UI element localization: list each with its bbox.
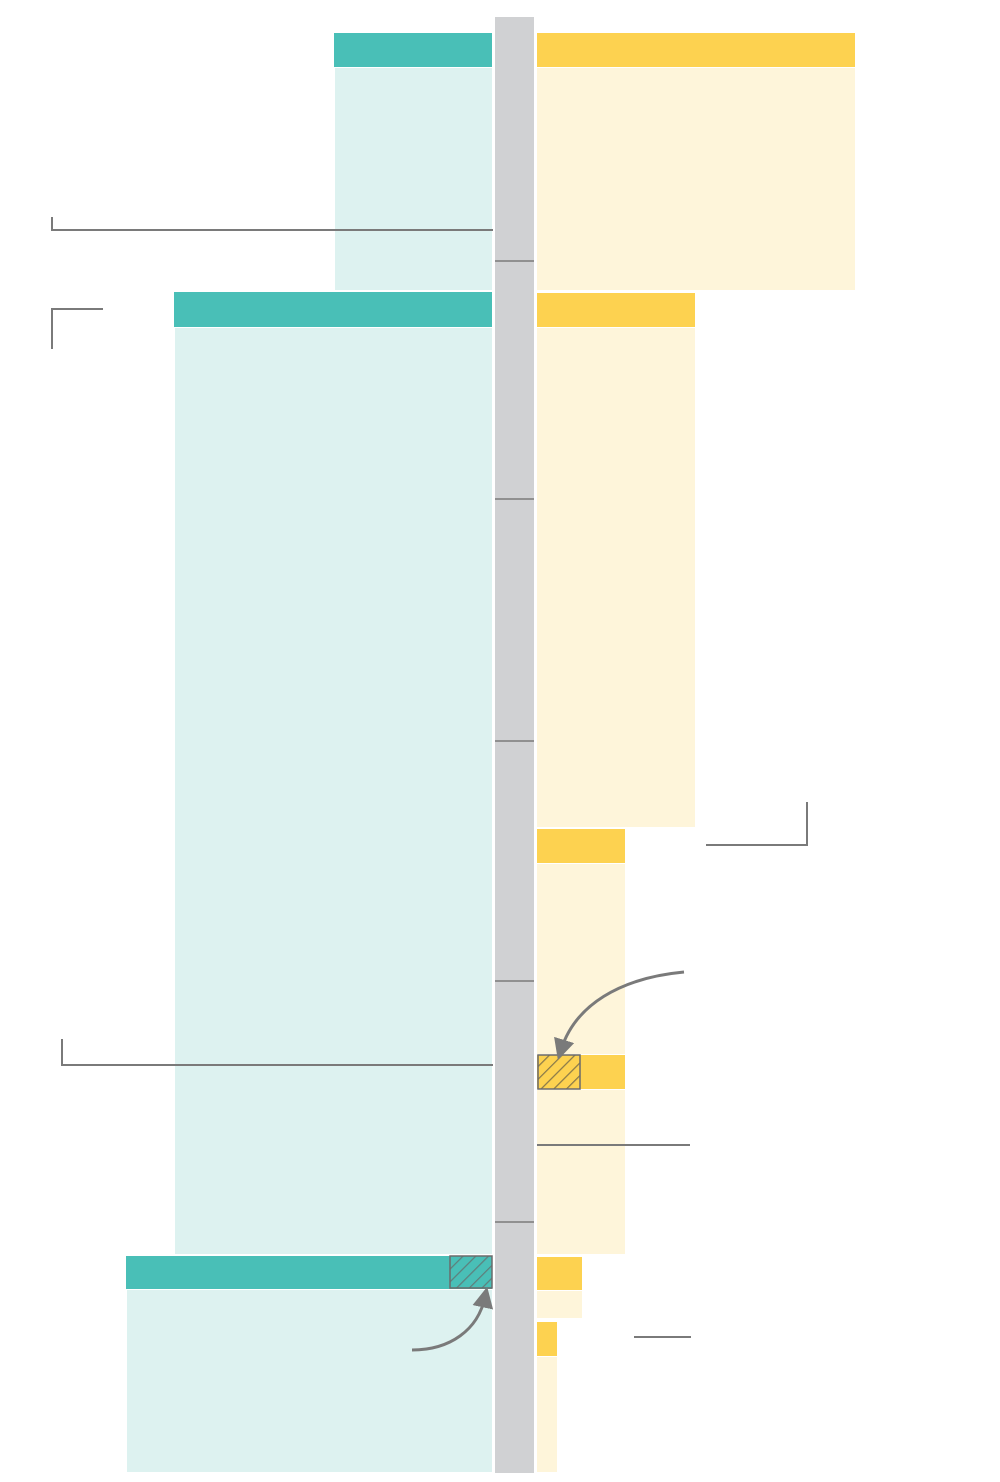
left-block-1 [334,33,492,290]
callout-lines [51,217,808,1338]
curved-arrow-icon [554,970,685,1061]
callout-line [51,217,493,231]
hatched-marker-icon [449,1255,493,1289]
callout-line [61,1039,493,1066]
right-block-3 [537,829,625,1054]
hatched-marker-icon [537,1054,581,1090]
right-block-1 [537,33,855,290]
right-block-6 [537,1322,557,1472]
left-block-2 [174,292,492,1254]
central-axis [495,17,534,1473]
callout-line [51,308,103,349]
left-block-3 [126,1255,493,1472]
callout-line [706,802,808,846]
curved-arrow-icon [411,1286,494,1352]
right-block-5 [537,1257,582,1318]
right-block-4 [537,1054,625,1254]
right-block-2 [537,293,695,827]
